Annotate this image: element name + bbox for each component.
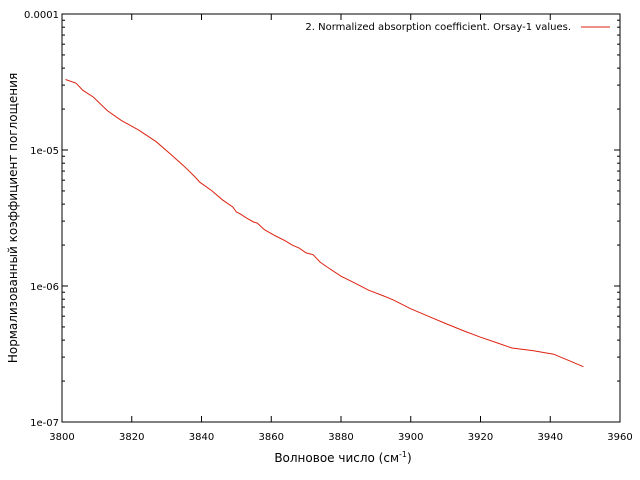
plot-frame [61, 13, 621, 423]
tick-marks [61, 13, 621, 423]
y-tick-label: 0.0001 [24, 10, 59, 21]
x-tick-label: 3960 [607, 432, 632, 443]
x-tick-label: 3880 [328, 432, 353, 443]
legend-label: 2. Normalized absorption coefficient. Or… [305, 22, 571, 33]
y-axis-label: Нормализованный коэффициент поглощения [6, 73, 20, 363]
x-axis-label: Волновое число (см-1) [274, 450, 411, 465]
x-tick-label: 3820 [119, 432, 144, 443]
series-layer [65, 79, 584, 368]
y-tick-label: 1e-07 [30, 418, 59, 429]
y-tick-label: 1e-05 [30, 146, 59, 157]
x-tick-label: 3920 [468, 432, 493, 443]
legend: 2. Normalized absorption coefficient. Or… [305, 22, 610, 33]
x-tick-label: 3860 [259, 432, 284, 443]
x-axis-label-superscript: -1 [399, 450, 407, 459]
x-tick-label: 3900 [398, 432, 423, 443]
x-tick-label: 3840 [189, 432, 214, 443]
x-tick-label: 3940 [538, 432, 563, 443]
tick-labels: 3800 3820 3840 3860 3880 3900 3920 3940 3960 1e-0… [24, 10, 633, 443]
series-line-0 [65, 79, 584, 368]
x-tick-label: 3800 [49, 432, 74, 443]
x-axis-label-suffix: ) [407, 451, 412, 465]
y-tick-label: 1e-06 [30, 282, 59, 293]
